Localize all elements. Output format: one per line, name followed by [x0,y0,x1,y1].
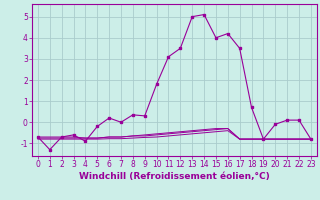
X-axis label: Windchill (Refroidissement éolien,°C): Windchill (Refroidissement éolien,°C) [79,172,270,181]
